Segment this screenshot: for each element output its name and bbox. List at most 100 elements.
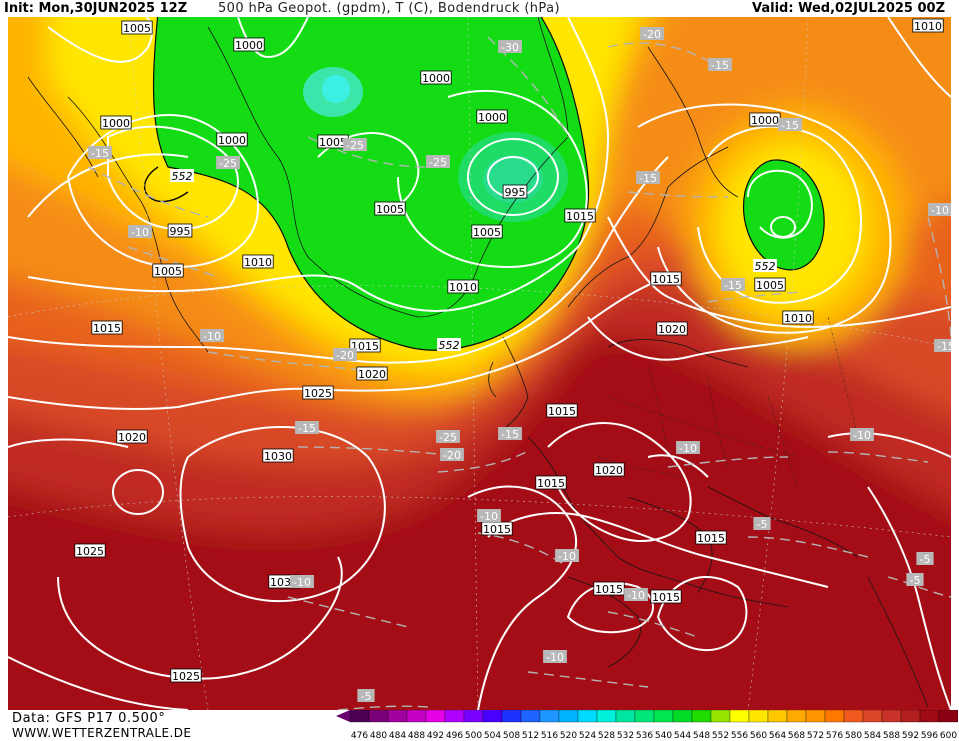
- isobar-label: 1005: [121, 20, 153, 35]
- svg-text:-30: -30: [501, 41, 519, 54]
- isotherm-label: -15: [295, 421, 319, 435]
- svg-text:1020: 1020: [658, 323, 686, 336]
- isotherm-label: -10: [543, 650, 567, 664]
- legend-swatch: [634, 710, 655, 723]
- svg-text:1015: 1015: [537, 477, 565, 490]
- legend-swatch: [482, 710, 503, 723]
- svg-text:-15: -15: [937, 340, 951, 353]
- legend-swatch: [406, 710, 427, 723]
- legend-tick-label: 476: [351, 731, 368, 741]
- country-borders: [597, 316, 859, 488]
- valid-time: Valid: Wed,02JUL2025 00Z: [752, 1, 945, 16]
- isobars: [8, 17, 951, 710]
- svg-text:1000: 1000: [478, 111, 506, 124]
- isobar-label: 1015: [564, 208, 596, 223]
- isobar-label: 1030: [262, 448, 294, 463]
- legend-tick-label: 496: [446, 731, 463, 741]
- isotherm-label: -25: [426, 155, 450, 169]
- website-link[interactable]: WWW.WETTERZENTRALE.DE: [12, 726, 192, 740]
- isobar-label: 1015: [650, 271, 682, 286]
- legend-tick-label: 560: [750, 731, 767, 741]
- isobar-label: 1010: [447, 279, 479, 294]
- legend-swatch: [387, 710, 408, 723]
- legend-tick-label: 480: [370, 731, 387, 741]
- legend-swatch: [710, 710, 731, 723]
- svg-text:-15: -15: [724, 279, 742, 292]
- legend-tick-label: 484: [389, 731, 406, 741]
- isotherm-label: -15: [934, 339, 951, 353]
- svg-text:-25: -25: [346, 139, 364, 152]
- svg-text:552: 552: [439, 339, 460, 352]
- isotherm-label: -10: [928, 203, 951, 217]
- legend-tick-label: 512: [522, 731, 539, 741]
- isotherm-label: -10: [555, 549, 579, 563]
- legend-tick-label: 596: [921, 731, 938, 741]
- legend-swatch: [938, 710, 958, 723]
- svg-text:1030: 1030: [264, 450, 292, 463]
- legend-swatch: [672, 710, 693, 723]
- legend-tick-label: 508: [503, 731, 520, 741]
- isotherm-label: -20: [333, 348, 357, 362]
- svg-text:1005: 1005: [319, 136, 347, 149]
- svg-text:-25: -25: [219, 157, 237, 170]
- legend-swatch: [539, 710, 560, 723]
- legend-tick-label: 524: [579, 731, 596, 741]
- svg-text:-10: -10: [558, 550, 576, 563]
- svg-text:-10: -10: [679, 442, 697, 455]
- svg-text:-5: -5: [920, 553, 931, 566]
- svg-text:1010: 1010: [914, 20, 942, 33]
- legend-arrow-left: [336, 710, 350, 722]
- isotherm-label: -10: [128, 225, 152, 239]
- legend-swatch: [520, 710, 541, 723]
- legend-swatch: [881, 710, 902, 723]
- svg-text:1015: 1015: [652, 591, 680, 604]
- svg-text:1015: 1015: [595, 583, 623, 596]
- isobar-label: 1020: [356, 366, 388, 381]
- svg-text:-25: -25: [429, 156, 447, 169]
- svg-text:-20: -20: [336, 349, 354, 362]
- isotherm-label: -15: [88, 146, 112, 160]
- svg-text:-10: -10: [480, 510, 498, 523]
- isotherm-label: -15: [778, 118, 802, 132]
- legend-swatch: [577, 710, 598, 723]
- legend-swatch: [558, 710, 579, 723]
- legend-swatch: [425, 710, 446, 723]
- svg-text:-15: -15: [91, 147, 109, 160]
- lat-lon-grid: [8, 17, 951, 710]
- data-source: Data: GFS P17 0.500°: [12, 711, 166, 726]
- svg-text:1010: 1010: [244, 256, 272, 269]
- svg-text:552: 552: [755, 260, 776, 273]
- legend-swatch: [824, 710, 845, 723]
- isotherm-label: -15: [708, 58, 732, 72]
- svg-text:1000: 1000: [218, 134, 246, 147]
- isotherm-label: -15: [636, 171, 660, 185]
- legend-tick-label: 544: [674, 731, 691, 741]
- isobar-label: 1005: [471, 224, 503, 239]
- isotherm-label: -30: [498, 40, 522, 54]
- legend-tick-label: 572: [807, 731, 824, 741]
- svg-text:1015: 1015: [548, 405, 576, 418]
- svg-text:1015: 1015: [697, 532, 725, 545]
- isobar-label: 1010: [242, 254, 274, 269]
- svg-text:1005: 1005: [473, 226, 501, 239]
- chart-header: Init: Mon,30JUN2025 12Z 500 hPa Geopot. …: [0, 0, 959, 17]
- svg-text:1005: 1005: [154, 265, 182, 278]
- legend-swatch: [691, 710, 712, 723]
- svg-text:-10: -10: [131, 226, 149, 239]
- isotherm-label: -10: [290, 575, 314, 589]
- svg-text:-15: -15: [501, 428, 519, 441]
- isobar-label: 1015: [650, 589, 682, 604]
- geopotential-label: 552: [437, 338, 461, 352]
- svg-text:995: 995: [170, 225, 191, 238]
- legend-swatch: [596, 710, 617, 723]
- svg-text:1025: 1025: [172, 670, 200, 683]
- svg-text:995: 995: [505, 186, 526, 199]
- legend-swatch: [900, 710, 921, 723]
- isotherm-label: -15: [721, 278, 745, 292]
- isobar-label: 1005: [754, 277, 786, 292]
- isotherm-label: -20: [440, 448, 464, 462]
- geopotential-label: 552: [753, 259, 777, 273]
- isotherm-label: -5: [753, 517, 771, 531]
- svg-text:552: 552: [172, 170, 193, 183]
- legend-tick-label: 540: [655, 731, 672, 741]
